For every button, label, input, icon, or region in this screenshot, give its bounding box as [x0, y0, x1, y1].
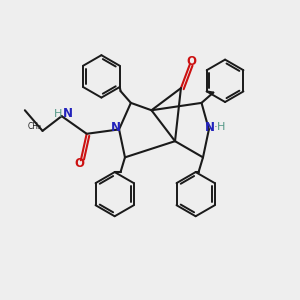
Text: ·: ·	[214, 121, 217, 134]
Text: CH₂: CH₂	[28, 122, 42, 131]
Text: N: N	[110, 121, 121, 134]
Text: O: O	[186, 55, 196, 68]
Text: N: N	[206, 121, 215, 134]
Text: H: H	[217, 122, 225, 132]
Text: O: O	[74, 157, 84, 170]
Text: N: N	[63, 107, 73, 120]
Text: H: H	[54, 109, 62, 119]
